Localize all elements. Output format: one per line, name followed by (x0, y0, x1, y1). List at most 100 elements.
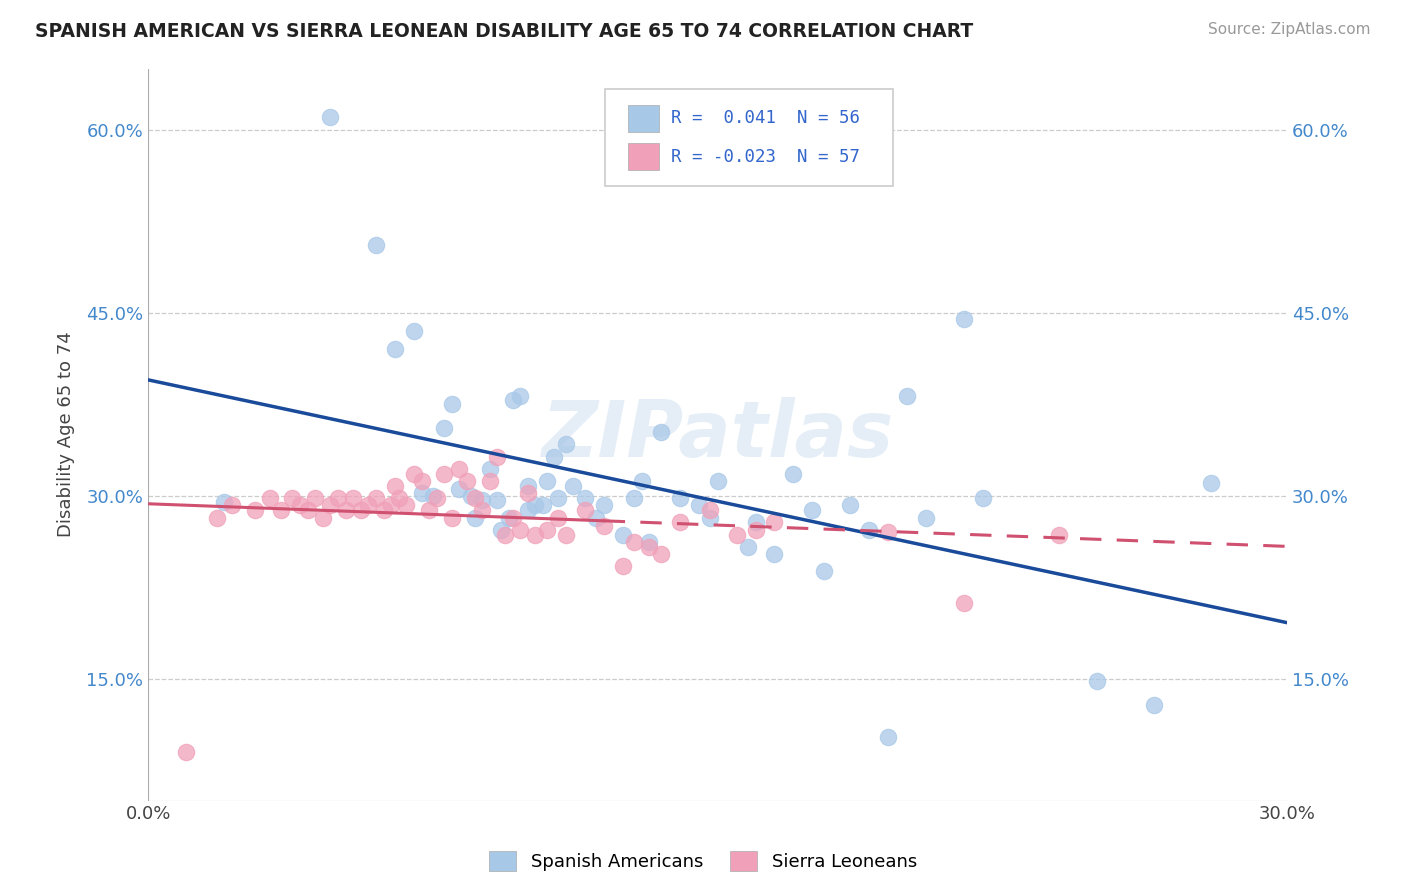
Point (456, 474, 478, 488)
Point (688, 499, 710, 513)
Point (433, 421, 456, 435)
Point (668, 516, 690, 530)
Point (373, 503, 395, 517)
Point (221, 499, 243, 513)
Point (531, 499, 554, 513)
Point (896, 388, 918, 402)
Point (502, 393, 524, 408)
Point (281, 491, 304, 505)
Point (547, 510, 569, 524)
Point (877, 730, 900, 744)
Point (326, 491, 349, 505)
Point (418, 503, 440, 517)
Point (350, 503, 373, 517)
Point (464, 491, 486, 505)
Point (543, 450, 565, 464)
Point (524, 499, 547, 513)
Point (364, 238, 387, 252)
Point (650, 425, 672, 439)
Point (706, 474, 728, 488)
Point (489, 523, 512, 537)
Point (953, 311, 976, 326)
Point (433, 467, 456, 481)
Point (205, 510, 228, 524)
Point (319, 499, 342, 513)
Point (402, 467, 425, 481)
Point (174, 745, 197, 759)
Point (478, 474, 501, 488)
Point (319, 111, 342, 125)
Point (411, 474, 433, 488)
Point (972, 491, 994, 505)
Point (737, 540, 759, 554)
Point (243, 503, 266, 517)
Point (357, 499, 380, 513)
Point (858, 523, 880, 537)
Point (411, 486, 433, 500)
Point (623, 491, 645, 505)
Point (1143, 698, 1166, 713)
Point (813, 564, 835, 578)
Point (877, 525, 900, 540)
Point (440, 397, 463, 411)
Point (668, 491, 690, 505)
Point (464, 510, 486, 524)
Point (536, 523, 558, 537)
Point (630, 474, 652, 488)
Text: SPANISH AMERICAN VS SIERRA LEONEAN DISABILITY AGE 65 TO 74 CORRELATION CHART: SPANISH AMERICAN VS SIERRA LEONEAN DISAB… (35, 22, 973, 41)
Point (402, 324, 425, 338)
Text: Source: ZipAtlas.com: Source: ZipAtlas.com (1208, 22, 1371, 37)
Point (304, 491, 326, 505)
Point (509, 388, 531, 402)
Point (650, 547, 672, 561)
Point (270, 503, 292, 517)
Point (547, 491, 569, 505)
Point (395, 499, 418, 513)
Point (516, 479, 538, 493)
Point (782, 467, 804, 481)
Point (638, 535, 661, 549)
Point (699, 510, 721, 524)
Point (1047, 527, 1070, 541)
Point (486, 450, 509, 464)
Point (478, 461, 501, 475)
Point (562, 479, 585, 493)
Point (915, 510, 938, 524)
Point (592, 499, 614, 513)
Point (623, 535, 645, 549)
Point (498, 510, 520, 524)
Point (574, 503, 596, 517)
Point (801, 503, 824, 517)
Point (744, 523, 766, 537)
Point (516, 503, 538, 517)
Point (592, 519, 614, 533)
Point (460, 489, 482, 503)
Point (509, 523, 531, 537)
Point (638, 540, 661, 554)
Point (585, 510, 607, 524)
Point (763, 547, 786, 561)
Point (388, 491, 411, 505)
Point (502, 510, 524, 524)
Point (699, 503, 721, 517)
Point (426, 491, 449, 505)
Point (471, 503, 494, 517)
Point (384, 342, 406, 356)
Point (297, 503, 319, 517)
Point (335, 503, 357, 517)
Point (471, 493, 494, 508)
Point (440, 510, 463, 524)
Point (1085, 674, 1108, 689)
Text: ZIPatlas: ZIPatlas (541, 397, 894, 473)
Point (342, 491, 364, 505)
Text: R = -0.023  N = 57: R = -0.023 N = 57 (671, 147, 859, 166)
Point (449, 461, 471, 475)
Point (380, 499, 402, 513)
Point (288, 499, 311, 513)
Point (839, 499, 862, 513)
Point (212, 494, 235, 508)
Point (554, 437, 576, 451)
Y-axis label: Disability Age 65 to 74: Disability Age 65 to 74 (58, 332, 75, 538)
Point (536, 474, 558, 488)
Point (312, 510, 335, 524)
